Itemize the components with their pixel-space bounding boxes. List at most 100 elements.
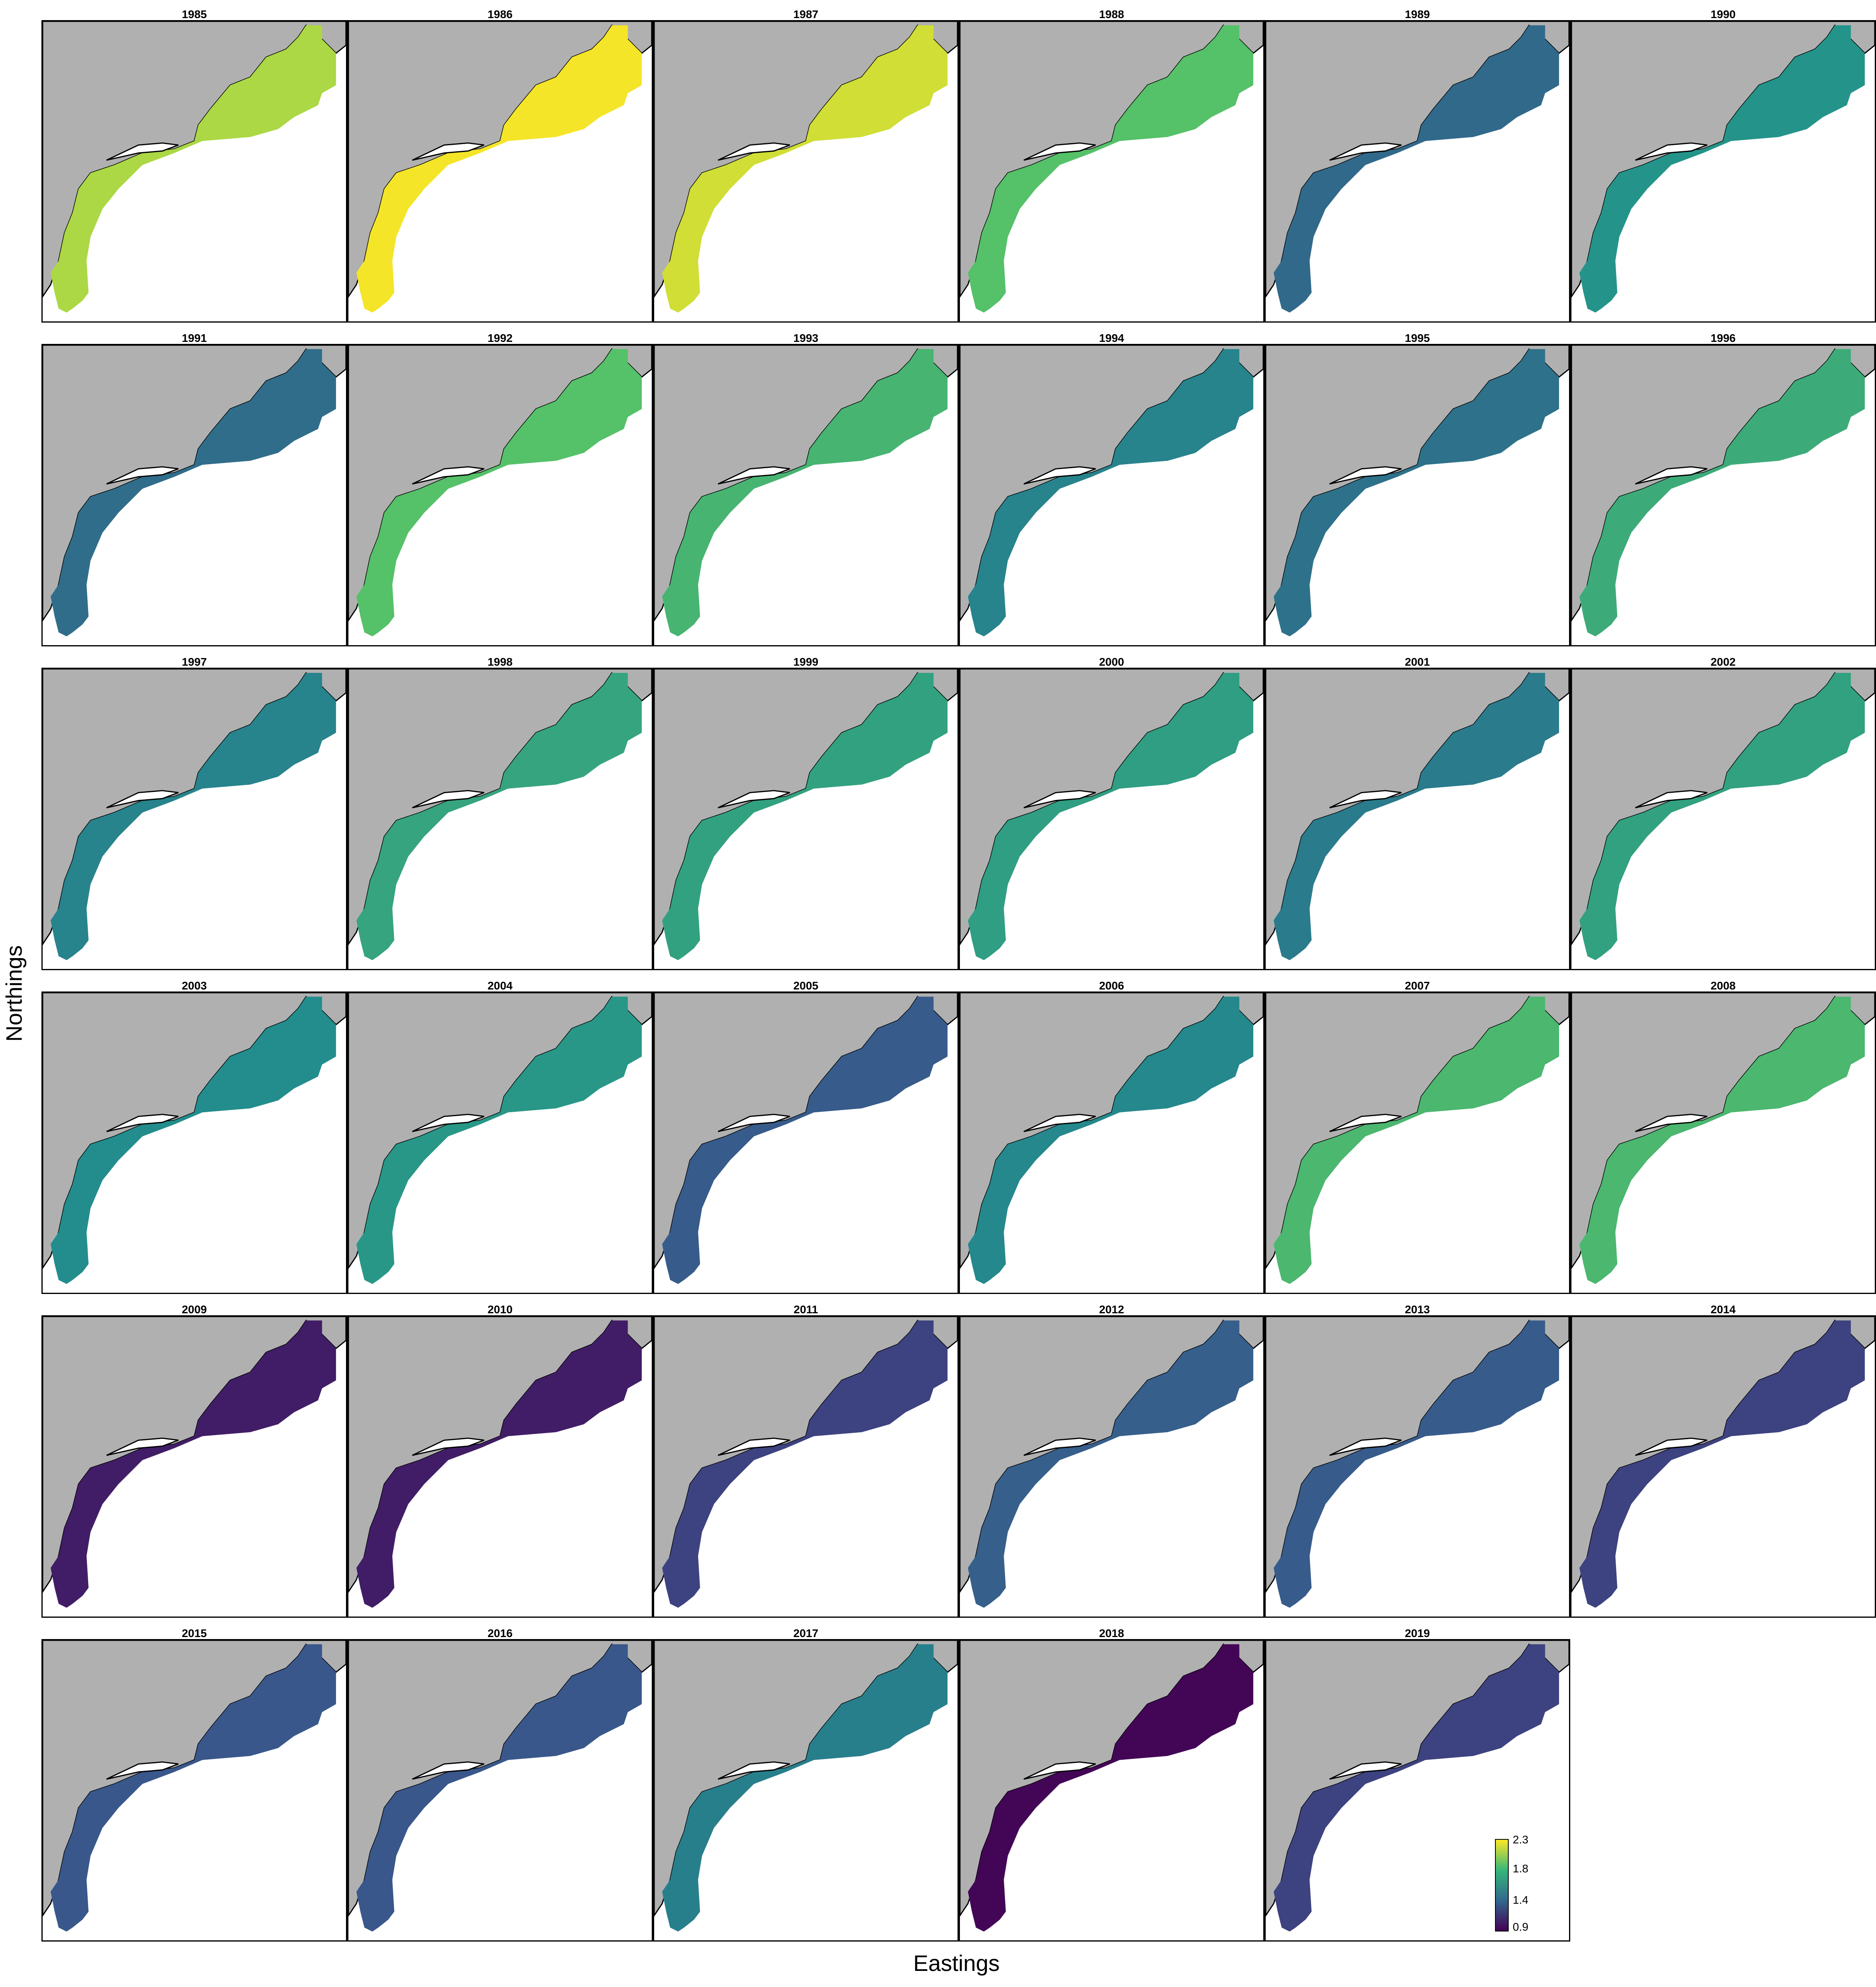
colorbar (1495, 1839, 1509, 1931)
map-panel (41, 1315, 347, 1618)
map-svg (1571, 1316, 1875, 1617)
map-svg (1266, 993, 1569, 1293)
map-panel (959, 668, 1264, 970)
map-panel (347, 668, 653, 970)
map-svg (1266, 669, 1569, 969)
map-svg (654, 1640, 958, 1940)
map-svg (1266, 21, 1569, 321)
map-panel (959, 344, 1264, 646)
map-svg (348, 1640, 652, 1940)
map-svg (960, 993, 1263, 1293)
panel-title: 2013 (1264, 1303, 1570, 1316)
map-panel (1570, 20, 1876, 323)
map-svg (1266, 345, 1569, 645)
map-panel (1570, 344, 1876, 646)
map-svg (348, 1316, 652, 1617)
map-svg (960, 21, 1263, 321)
map-svg (1571, 993, 1875, 1293)
panel-title: 1987 (653, 8, 959, 21)
panel-title: 2006 (959, 979, 1264, 992)
panel-title: 2000 (959, 656, 1264, 669)
panel-title: 2001 (1264, 656, 1570, 669)
panel-title: 2011 (653, 1303, 959, 1316)
map-svg (960, 1316, 1263, 1617)
map-panel (1264, 344, 1570, 646)
panel-title: 1993 (653, 332, 959, 345)
map-svg (43, 21, 346, 321)
panel-title: 2014 (1570, 1303, 1876, 1316)
legend-tick: 1.8 (1513, 1863, 1528, 1874)
map-panel (653, 668, 959, 970)
panel-title: 2010 (347, 1303, 653, 1316)
map-panel (347, 991, 653, 1294)
map-svg (960, 345, 1263, 645)
panel-title: 2005 (653, 979, 959, 992)
panel-title: 2019 (1264, 1627, 1570, 1640)
map-panel (347, 20, 653, 323)
map-panel (653, 1639, 959, 1942)
map-svg (960, 1640, 1263, 1940)
map-svg (654, 345, 958, 645)
panel-title: 1996 (1570, 332, 1876, 345)
map-panel (653, 20, 959, 323)
map-panel (1570, 668, 1876, 970)
map-panel (41, 344, 347, 646)
panel-title: 2008 (1570, 979, 1876, 992)
map-panel (1264, 991, 1570, 1294)
map-svg (348, 669, 652, 969)
map-svg (654, 1316, 958, 1617)
map-svg (1571, 669, 1875, 969)
panel-title: 1988 (959, 8, 1264, 21)
map-panel (1264, 668, 1570, 970)
map-panel (1264, 1315, 1570, 1618)
map-panel (347, 1315, 653, 1618)
panel-title: 2002 (1570, 656, 1876, 669)
legend-tick: 1.4 (1513, 1894, 1528, 1906)
map-panel (1570, 1315, 1876, 1618)
map-svg (1266, 1316, 1569, 1617)
panel-title: 2017 (653, 1627, 959, 1640)
map-panel (41, 20, 347, 323)
map-svg (654, 21, 958, 321)
map-panel (653, 1315, 959, 1618)
panel-title: 2015 (41, 1627, 347, 1640)
map-panel (1570, 991, 1876, 1294)
panel-title: 1997 (41, 656, 347, 669)
panel-title: 2016 (347, 1627, 653, 1640)
panel-title: 1990 (1570, 8, 1876, 21)
map-panel (1264, 20, 1570, 323)
panel-title: 2004 (347, 979, 653, 992)
panel-title: 2007 (1264, 979, 1570, 992)
panel-title: 1986 (347, 8, 653, 21)
panel-title: 2009 (41, 1303, 347, 1316)
panel-title: 1985 (41, 8, 347, 21)
map-svg (43, 1640, 346, 1940)
panel-title: 2003 (41, 979, 347, 992)
map-panel (653, 991, 959, 1294)
map-panel (347, 1639, 653, 1942)
map-panel (347, 344, 653, 646)
map-svg (654, 669, 958, 969)
map-svg (43, 993, 346, 1293)
panel-title: 1995 (1264, 332, 1570, 345)
y-axis-label: Northings (1, 945, 27, 1042)
map-svg (348, 21, 652, 321)
panel-title: 2012 (959, 1303, 1264, 1316)
map-svg (960, 669, 1263, 969)
map-panel (959, 1639, 1264, 1942)
x-axis-label: Eastings (913, 1950, 1000, 1976)
map-svg (43, 669, 346, 969)
map-panel (959, 20, 1264, 323)
color-legend: 2.3 1.8 1.4 0.9 (1495, 1839, 1543, 1936)
map-panel (41, 1639, 347, 1942)
map-panel (653, 344, 959, 646)
map-svg (348, 345, 652, 645)
panel-title: 1999 (653, 656, 959, 669)
map-svg (1571, 345, 1875, 645)
map-svg (1571, 21, 1875, 321)
map-svg (43, 1316, 346, 1617)
panel-title: 1992 (347, 332, 653, 345)
legend-tick: 0.9 (1513, 1921, 1528, 1933)
panel-title: 1991 (41, 332, 347, 345)
